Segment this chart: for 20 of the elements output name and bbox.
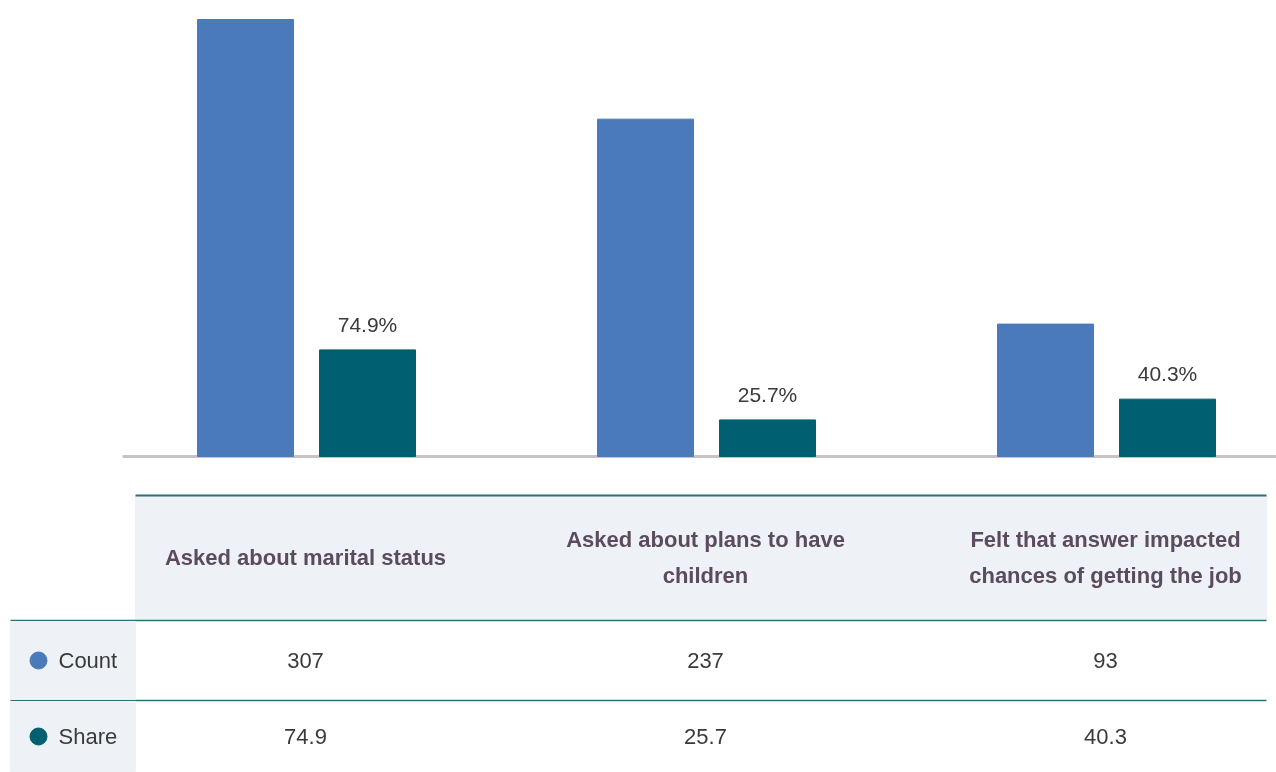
data-label: 40.3 <box>1084 724 1127 749</box>
legend-label: Share <box>58 724 118 749</box>
data-label: 237 <box>687 648 724 673</box>
legend-label: Count <box>58 648 118 673</box>
bar <box>319 349 416 457</box>
x-tick-label: Asked about plans to have children <box>566 526 845 589</box>
data-label: 307 <box>287 648 324 673</box>
annotation: 25.7% <box>737 382 798 406</box>
bar <box>997 323 1094 457</box>
x-tick-label: Felt that answer impacted chances of getting the job <box>969 526 1242 589</box>
data-label: 74.9 <box>284 724 327 749</box>
bar <box>197 19 294 457</box>
annotation: 40.3% <box>1137 362 1198 386</box>
bar <box>597 118 694 457</box>
x-tick-label: Asked about marital status <box>164 545 447 570</box>
bar <box>719 419 816 457</box>
annotation: 74.9% <box>337 312 398 336</box>
data-label: 93 <box>1093 648 1118 673</box>
bar <box>1119 398 1216 457</box>
data-label: 25.7 <box>684 724 727 749</box>
